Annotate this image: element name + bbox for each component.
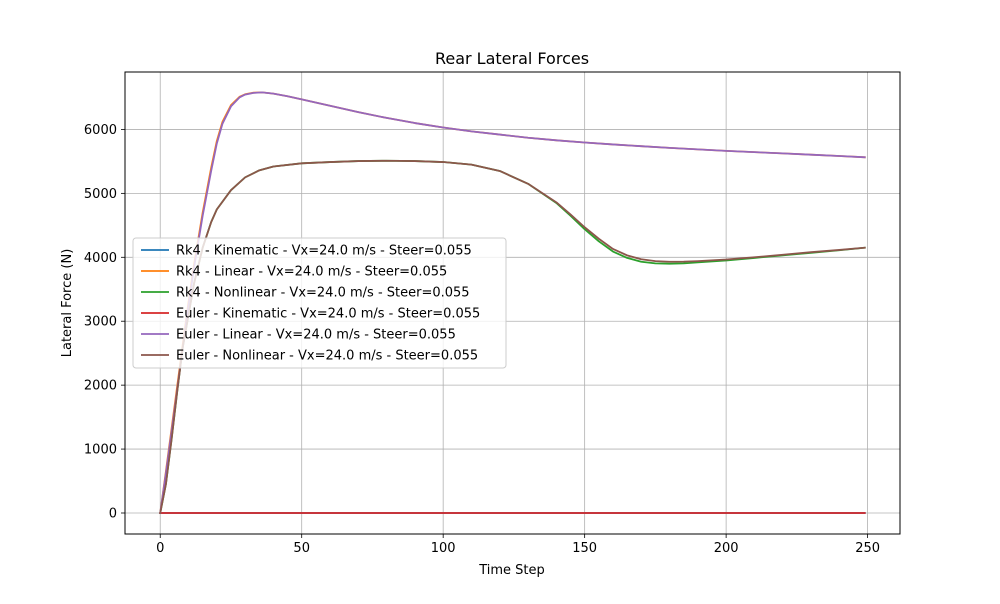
x-tick-label: 0 xyxy=(156,541,164,556)
x-axis-label: Time Step xyxy=(478,563,545,578)
legend-box xyxy=(132,237,507,369)
plot-frame xyxy=(124,71,901,535)
y-tick-label: 1000 xyxy=(84,443,117,458)
y-tick-label: 4000 xyxy=(84,251,117,266)
legend-label: Euler - Kinematic - Vx=24.0 m/s - Steer=… xyxy=(176,307,480,322)
y-tick-label: 2000 xyxy=(84,379,117,394)
x-tick-label: 50 xyxy=(293,541,310,556)
legend-label: Euler - Nonlinear - Vx=24.0 m/s - Steer=… xyxy=(176,349,478,364)
y-tick-label: 5000 xyxy=(84,187,117,202)
y-tick-label: 3000 xyxy=(84,315,117,330)
legend-label: Rk4 - Linear - Vx=24.0 m/s - Steer=0.055 xyxy=(176,265,447,280)
y-tick-label: 6000 xyxy=(84,123,117,138)
y-tick-label: 0 xyxy=(109,507,117,522)
series-line-5 xyxy=(159,91,866,515)
y-ticks: 0 1000 2000 3000 4000 5000 6000 xyxy=(84,123,125,522)
legend-label: Euler - Linear - Vx=24.0 m/s - Steer=0.0… xyxy=(176,328,456,343)
x-tick-label: 250 xyxy=(855,541,880,556)
legend-label: Rk4 - Nonlinear - Vx=24.0 m/s - Steer=0.… xyxy=(176,286,470,301)
y-axis-label: Lateral Force (N) xyxy=(60,249,75,358)
x-tick-label: 100 xyxy=(431,541,456,556)
legend-label: Rk4 - Kinematic - Vx=24.0 m/s - Steer=0.… xyxy=(176,244,472,259)
x-tick-label: 200 xyxy=(714,541,739,556)
legend: Rk4 - Kinematic - Vx=24.0 m/s - Steer=0.… xyxy=(132,237,507,369)
x-ticks: 0 50 100 150 200 250 xyxy=(156,534,880,556)
x-tick-label: 150 xyxy=(572,541,597,556)
chart-title: Rear Lateral Forces xyxy=(435,49,589,68)
